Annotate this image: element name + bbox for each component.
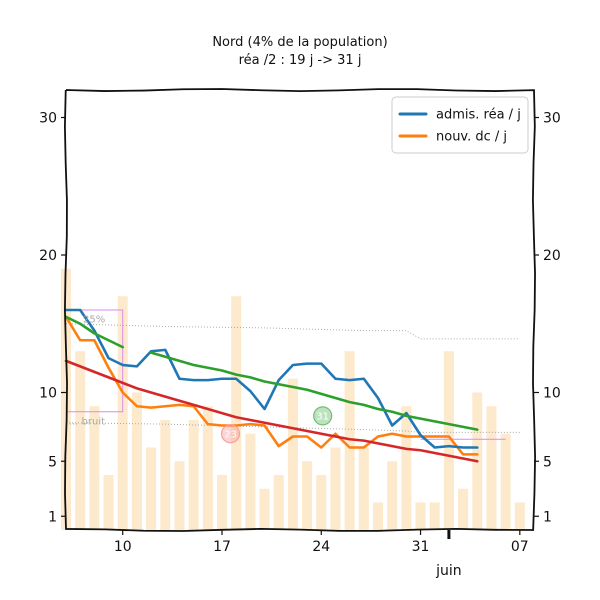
series-layer xyxy=(64,308,479,463)
bar xyxy=(316,475,327,530)
series-line xyxy=(64,315,125,349)
plot-frame xyxy=(63,88,536,532)
x-tick-label: 17 xyxy=(213,539,231,555)
x-tick-label: 31 xyxy=(412,539,430,555)
bar xyxy=(231,296,242,530)
x-tick-label: 24 xyxy=(312,539,330,555)
bar xyxy=(387,461,398,530)
bracket-marker xyxy=(66,309,124,413)
bar xyxy=(160,420,171,530)
annotation-badge xyxy=(313,406,333,426)
month-label: juin xyxy=(435,563,462,579)
bar xyxy=(429,502,440,530)
bar xyxy=(514,502,525,530)
legend: admis. réa / j nouv. dc / j xyxy=(391,96,529,154)
bar xyxy=(373,502,383,530)
y-tick-label: 20 xyxy=(39,248,57,264)
y-tick-label-right: 5 xyxy=(543,454,552,470)
axis-ticks: 1 1 5 5 10 10 20 20 30 30 10 17 24 31 07 juin xyxy=(39,111,561,580)
legend-box xyxy=(391,96,529,154)
bar xyxy=(75,351,86,530)
y-tick-label: 10 xyxy=(39,386,57,402)
chart-title: Nord (4% de la population) xyxy=(212,35,387,50)
y-tick-label-right: 20 xyxy=(543,248,561,264)
bar xyxy=(273,475,284,530)
month-marker xyxy=(447,530,451,539)
x-tick-label: 07 xyxy=(511,539,529,555)
annotation-label: 25% xyxy=(83,315,105,326)
bar xyxy=(344,351,355,530)
annotation-layer: 25% ... bruit 23 31 xyxy=(69,315,333,444)
y-tick-label-right: 1 xyxy=(543,509,552,525)
bar xyxy=(486,406,497,530)
y-tick-label: 1 xyxy=(48,509,57,525)
bar xyxy=(202,406,213,530)
bar xyxy=(302,461,313,530)
bar xyxy=(89,406,100,530)
bar xyxy=(330,447,341,530)
y-tick-label: 5 xyxy=(48,454,57,470)
y-tick-label: 30 xyxy=(39,111,57,127)
bar xyxy=(188,420,199,530)
bar xyxy=(443,351,454,530)
bar xyxy=(174,461,185,530)
bar xyxy=(245,433,256,530)
annotation-badge xyxy=(220,424,241,444)
annotation-label: ... bruit xyxy=(69,416,105,427)
bar xyxy=(117,296,128,530)
legend-label: admis. réa / j xyxy=(436,108,521,123)
annotation-label: 23 xyxy=(224,429,237,440)
bar xyxy=(103,475,114,530)
bar xyxy=(415,502,426,530)
y-tick-label-right: 10 xyxy=(543,386,561,402)
bar xyxy=(287,378,298,530)
series-line xyxy=(64,359,479,463)
bar xyxy=(259,488,270,530)
legend-label: nouv. dc / j xyxy=(436,130,507,145)
reference-line xyxy=(65,323,520,340)
annotation-label: 31 xyxy=(316,411,329,422)
bar xyxy=(458,488,469,530)
reference-layer xyxy=(65,309,520,440)
series-line xyxy=(64,315,479,456)
bar xyxy=(401,406,412,530)
y-tick-label-right: 30 xyxy=(543,111,561,127)
bar xyxy=(358,447,369,530)
bar xyxy=(131,392,142,530)
series-line xyxy=(149,351,479,431)
bar xyxy=(217,475,227,530)
chart-subtitle: réa /2 : 19 j -> 31 j xyxy=(239,53,362,68)
bar xyxy=(500,433,511,530)
reference-line xyxy=(65,422,520,433)
x-tick-label: 10 xyxy=(114,539,132,555)
bar xyxy=(146,447,157,530)
